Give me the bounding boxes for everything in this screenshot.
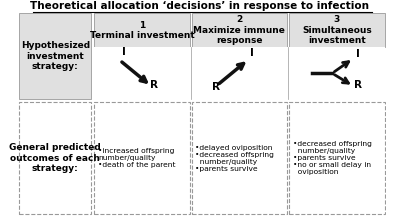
Text: I: I: [122, 47, 126, 57]
Text: Hypothesized
investment
strategy:: Hypothesized investment strategy:: [21, 41, 90, 71]
FancyBboxPatch shape: [94, 13, 190, 47]
Text: •delayed oviposition
•decreased offspring
  number/quality
•parents survive: •delayed oviposition •decreased offsprin…: [195, 145, 274, 172]
FancyBboxPatch shape: [192, 102, 287, 214]
Text: 2
Maximize immune
response: 2 Maximize immune response: [194, 15, 285, 45]
FancyBboxPatch shape: [192, 13, 287, 47]
FancyBboxPatch shape: [289, 13, 384, 47]
Text: General predicted
outcomes of each
strategy:: General predicted outcomes of each strat…: [10, 143, 101, 173]
Text: R: R: [150, 80, 158, 90]
Text: •decreased offspring
  number/quality
•parents survive
•no or small delay in
  o: •decreased offspring number/quality •par…: [293, 141, 372, 175]
Text: R: R: [212, 82, 220, 92]
FancyBboxPatch shape: [19, 102, 92, 214]
Text: •increased offspring
number/quality
•death of the parent: •increased offspring number/quality •dea…: [98, 148, 176, 168]
Text: Theoretical allocation ‘decisions’ in response to infection: Theoretical allocation ‘decisions’ in re…: [30, 1, 370, 11]
Text: R: R: [354, 80, 362, 90]
FancyBboxPatch shape: [93, 47, 384, 99]
Text: I: I: [356, 49, 360, 59]
Text: 3
Simultaneous
investment: 3 Simultaneous investment: [302, 15, 372, 45]
Text: 1
Terminal investment: 1 Terminal investment: [90, 21, 194, 40]
FancyBboxPatch shape: [94, 102, 190, 214]
Text: I: I: [250, 48, 254, 58]
FancyBboxPatch shape: [19, 13, 92, 99]
FancyBboxPatch shape: [289, 102, 384, 214]
